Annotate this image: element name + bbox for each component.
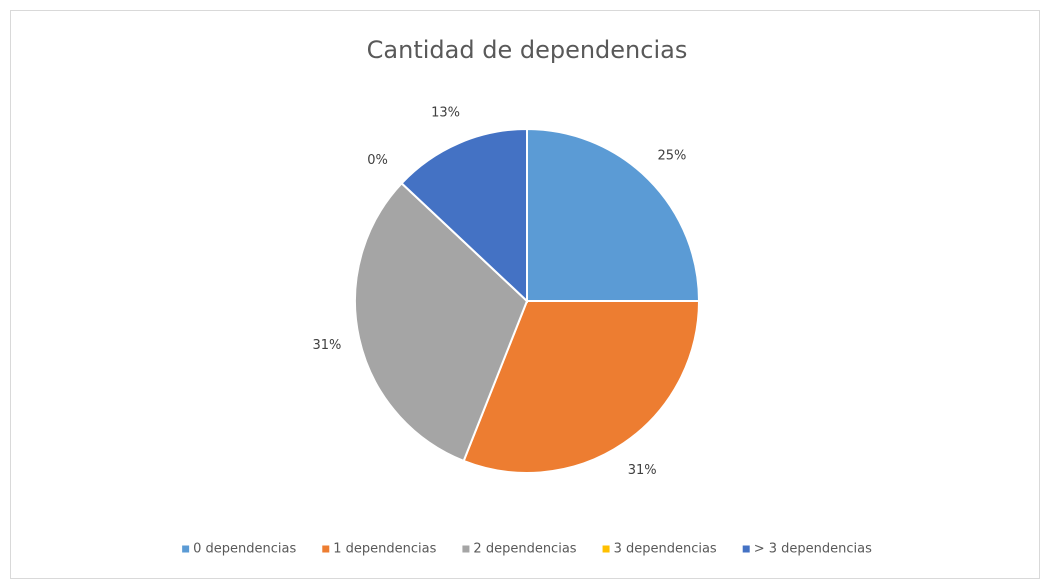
pie-slice bbox=[526, 127, 701, 302]
legend-label: 2 dependencias bbox=[473, 542, 576, 557]
data-label: 31% bbox=[628, 463, 657, 478]
legend-label: 0 dependencias bbox=[193, 542, 296, 557]
data-label: 31% bbox=[312, 338, 341, 353]
legend-label: 3 dependencias bbox=[614, 542, 717, 557]
legend-swatch bbox=[742, 545, 750, 553]
data-label: 25% bbox=[658, 149, 687, 164]
legend-swatch bbox=[182, 545, 190, 553]
pie-slice bbox=[354, 181, 529, 463]
legend-swatch bbox=[602, 545, 610, 553]
chart-title: Cantidad de dependencias bbox=[367, 36, 688, 64]
data-label: 13% bbox=[431, 105, 460, 120]
legend-label: > 3 dependencias bbox=[754, 542, 872, 557]
pie-slice bbox=[400, 127, 528, 304]
pie-slice bbox=[462, 300, 701, 474]
legend-label: 1 dependencias bbox=[333, 542, 436, 557]
legend-swatch bbox=[322, 545, 330, 553]
legend-swatch bbox=[462, 545, 470, 553]
data-label: 0% bbox=[367, 153, 388, 168]
